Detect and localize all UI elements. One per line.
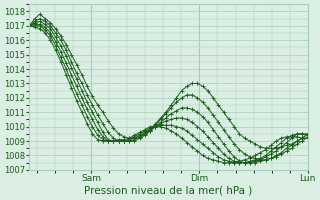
X-axis label: Pression niveau de la mer( hPa ): Pression niveau de la mer( hPa ) bbox=[84, 186, 253, 196]
